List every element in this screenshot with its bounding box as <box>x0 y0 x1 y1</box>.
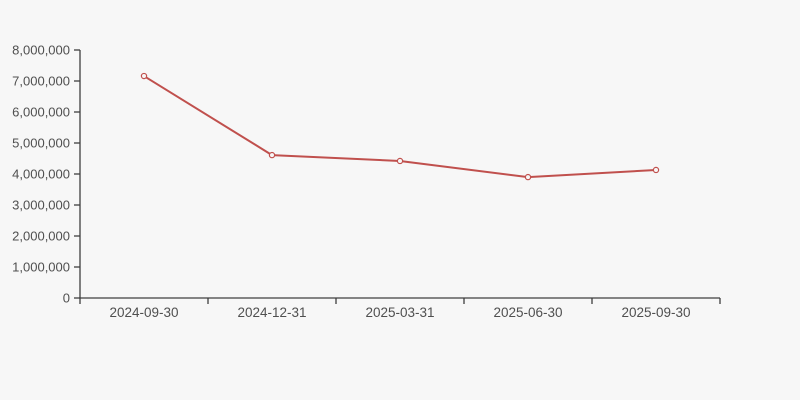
y-axis-tick-label: 8,000,000 <box>12 43 70 58</box>
y-axis-tick-label: 4,000,000 <box>12 167 70 182</box>
data-point-marker <box>652 166 660 174</box>
x-axis-tick-label: 2025-09-30 <box>621 305 690 320</box>
data-point-marker <box>268 151 276 159</box>
data-point-marker <box>396 157 404 165</box>
y-axis-tick-label: 1,000,000 <box>12 260 70 275</box>
y-axis-tick-label: 5,000,000 <box>12 136 70 151</box>
y-axis-tick-label: 7,000,000 <box>12 74 70 89</box>
y-axis-tick-label: 2,000,000 <box>12 229 70 244</box>
y-axis-tick-label: 6,000,000 <box>12 105 70 120</box>
y-axis-tick-label: 0 <box>63 291 70 306</box>
x-axis-tick-label: 2025-03-31 <box>365 305 434 320</box>
y-axis-tick-label: 3,000,000 <box>12 198 70 213</box>
data-point-marker <box>524 173 532 181</box>
x-axis-tick-label: 2024-12-31 <box>237 305 306 320</box>
data-point-marker <box>140 72 148 80</box>
x-axis-tick-label: 2025-06-30 <box>493 305 562 320</box>
x-axis-tick-label: 2024-09-30 <box>109 305 178 320</box>
